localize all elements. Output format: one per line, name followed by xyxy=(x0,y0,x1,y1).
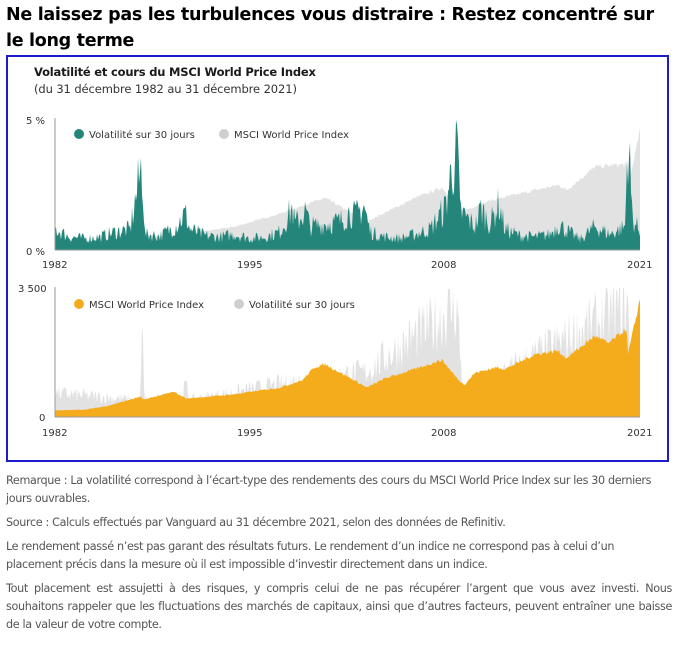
chart-volatility: 5 % 0 % 1982 1995 2008 2021 Volatilité s… xyxy=(26,116,652,271)
legend-swatch-volatility xyxy=(74,129,84,139)
x-tick-label: 1982 xyxy=(42,260,67,271)
legend-swatch-msci xyxy=(74,299,84,309)
x-tick-label: 1995 xyxy=(237,260,262,271)
x-tick-label: 2021 xyxy=(627,428,652,439)
charts-svg: 5 % 0 % 1982 1995 2008 2021 Volatilité s… xyxy=(18,116,652,439)
legend-swatch-msci xyxy=(219,129,229,139)
x-tick-label: 2021 xyxy=(627,260,652,271)
note-remark: Remarque : La volatilité correspond à l’… xyxy=(6,474,652,505)
legend-label: MSCI World Price Index xyxy=(89,300,204,311)
y-tick-label: 5 % xyxy=(26,116,45,127)
footnotes: Remarque : La volatilité correspond à l’… xyxy=(6,472,672,640)
note-risk: Tout placement est assujetti à des risqu… xyxy=(6,582,672,631)
legend-swatch-volatility xyxy=(234,299,244,309)
chart-subtitle: (du 31 décembre 1982 au 31 décembre 2021… xyxy=(34,82,297,96)
x-tick-label: 1982 xyxy=(42,428,67,439)
msci-price-area xyxy=(55,299,640,417)
y-tick-label: 0 xyxy=(39,413,45,424)
chart-msci-price: 3 500 0 1982 1995 2008 2021 MSCI World P… xyxy=(18,284,652,439)
chart-title: Volatilité et cours du MSCI World Price … xyxy=(34,65,316,79)
page-headline: Ne laissez pas les turbulences vous dist… xyxy=(6,5,654,51)
y-tick-label: 3 500 xyxy=(18,284,47,295)
x-tick-label: 1995 xyxy=(237,428,262,439)
note-source: Source : Calculs effectués par Vanguard … xyxy=(6,516,506,529)
note-past-performance: Le rendement passé n’est pas garant des … xyxy=(6,540,615,571)
legend-label: MSCI World Price Index xyxy=(234,130,349,141)
volatility-area xyxy=(55,120,640,250)
legend-label: Volatilité sur 30 jours xyxy=(249,299,355,311)
y-tick-label: 0 % xyxy=(26,247,45,258)
x-tick-label: 2008 xyxy=(431,428,456,439)
legend-label: Volatilité sur 30 jours xyxy=(89,129,195,141)
x-tick-label: 2008 xyxy=(431,260,456,271)
